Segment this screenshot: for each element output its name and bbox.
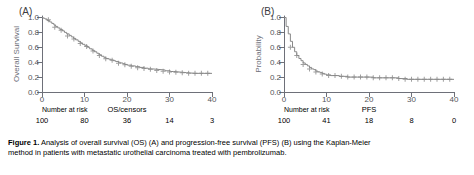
svg-text:0.2: 0.2 bbox=[270, 73, 282, 82]
svg-text:PFS: PFS bbox=[362, 105, 377, 114]
svg-text:10: 10 bbox=[80, 95, 89, 104]
svg-text:(B): (B) bbox=[261, 6, 274, 17]
svg-text:method in patients with metast: method in patients with metastatic uroth… bbox=[8, 148, 286, 157]
svg-text:40: 40 bbox=[208, 95, 217, 104]
svg-text:10: 10 bbox=[322, 95, 331, 104]
svg-text:100: 100 bbox=[278, 116, 291, 125]
svg-text:Figure 1.: Figure 1. bbox=[8, 138, 39, 147]
svg-text:30: 30 bbox=[165, 95, 174, 104]
svg-text:41: 41 bbox=[322, 116, 330, 125]
svg-text:1.0: 1.0 bbox=[269, 13, 281, 22]
svg-text:0.6: 0.6 bbox=[270, 43, 282, 52]
svg-text:18: 18 bbox=[365, 116, 373, 125]
svg-text:0: 0 bbox=[40, 95, 45, 104]
svg-text:1.0: 1.0 bbox=[27, 13, 39, 22]
svg-text:30: 30 bbox=[407, 95, 416, 104]
svg-text:3: 3 bbox=[210, 116, 214, 125]
svg-text:0.4: 0.4 bbox=[270, 58, 282, 67]
svg-text:8: 8 bbox=[409, 116, 413, 125]
svg-text:20: 20 bbox=[123, 95, 132, 104]
svg-text:Number at risk: Number at risk bbox=[284, 106, 330, 113]
svg-text:14: 14 bbox=[165, 116, 173, 125]
svg-text:(A): (A) bbox=[19, 6, 32, 17]
svg-text:Probability: Probability bbox=[254, 35, 263, 72]
svg-text:40: 40 bbox=[450, 95, 459, 104]
svg-text:OS/censors: OS/censors bbox=[107, 105, 146, 114]
svg-text:Analysis of overall survival (: Analysis of overall survival (OS) (A) an… bbox=[39, 138, 372, 147]
svg-text:0.8: 0.8 bbox=[270, 28, 282, 37]
svg-text:0: 0 bbox=[282, 95, 287, 104]
svg-text:0.4: 0.4 bbox=[28, 58, 40, 67]
svg-text:0.6: 0.6 bbox=[28, 43, 40, 52]
svg-text:80: 80 bbox=[80, 116, 88, 125]
svg-text:0.2: 0.2 bbox=[28, 73, 40, 82]
svg-text:100: 100 bbox=[36, 116, 49, 125]
svg-text:0.0: 0.0 bbox=[28, 88, 40, 97]
svg-text:20: 20 bbox=[365, 95, 374, 104]
svg-text:0: 0 bbox=[452, 116, 456, 125]
svg-text:36: 36 bbox=[123, 116, 131, 125]
svg-text:Number at risk: Number at risk bbox=[42, 106, 88, 113]
svg-text:Overall Survival: Overall Survival bbox=[12, 26, 21, 82]
svg-text:0.8: 0.8 bbox=[28, 28, 40, 37]
svg-text:0.0: 0.0 bbox=[270, 88, 282, 97]
